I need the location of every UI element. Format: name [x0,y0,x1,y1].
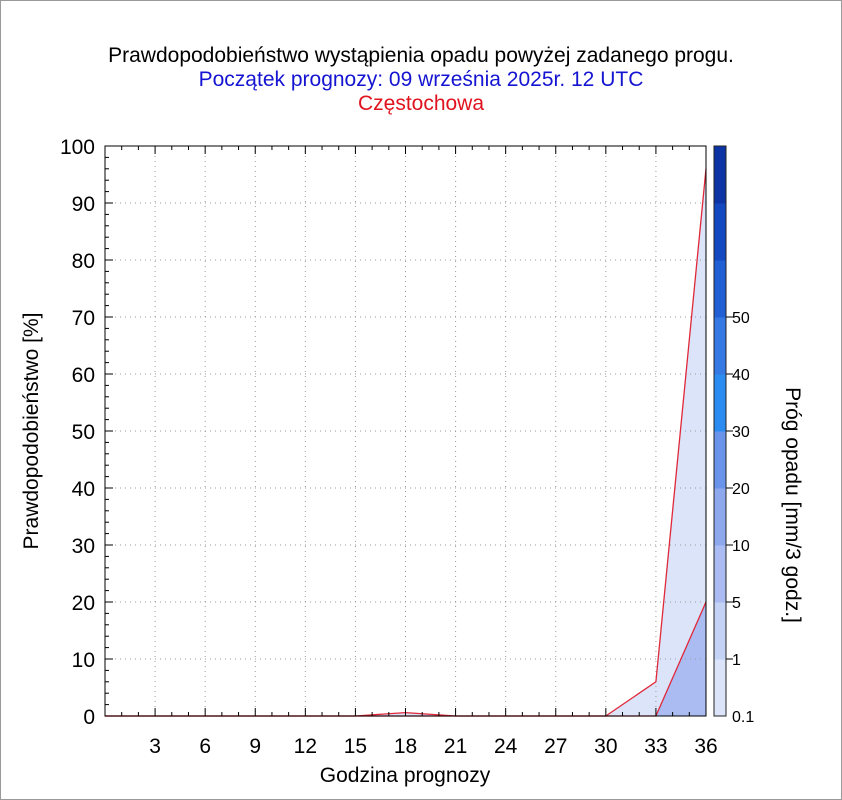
y-tick-label: 40 [72,478,95,501]
series-lines-layer [105,168,707,717]
colorbar-band [714,260,726,318]
colorbar-band [714,602,726,660]
y-tick-label: 70 [72,307,95,330]
colorbar-band [714,488,726,546]
grid-layer [105,146,706,716]
colorbar-band [714,431,726,489]
y-tick-label: 20 [72,592,95,615]
y-tick-label: 80 [72,250,95,273]
x-tick-label: 36 [694,735,717,758]
colorbar-tick-label: 5 [732,595,741,612]
x-tick-label: 6 [199,735,211,758]
y-axis-label: Prawdopodobieństwo [%] [20,313,43,550]
colorbar-band [714,374,726,432]
y-tick-label: 60 [72,364,95,387]
chart-location: Częstochowa [357,92,485,115]
y-tick-label: 30 [72,535,95,558]
colorbar-band [714,659,726,717]
colorbar-tick-label: 0.1 [732,709,754,726]
x-tick-label: 24 [494,735,518,758]
y-tick-label: 90 [72,193,95,216]
colorbar-tick-label: 40 [732,367,750,384]
chart-title: Prawdopodobieństwo wystąpienia opadu pow… [108,44,734,67]
chart-subtitle: Początek prognozy: 09 września 2025r. 12… [198,68,644,91]
x-tick-label: 33 [644,735,667,758]
y-tick-label: 0 [83,706,95,729]
x-tick-label: 30 [594,735,617,758]
x-tick-label: 18 [394,735,417,758]
colorbar-tick-label: 20 [732,481,750,498]
colorbar-band [714,317,726,375]
x-tick-label: 9 [249,735,261,758]
colorbar-label: Próg opadu [mm/3 godz.] [781,387,804,623]
area-layer [105,168,706,717]
line-series-0 [105,168,707,717]
colorbar-tick-label: 1 [732,652,741,669]
area-series-0 [105,168,706,717]
x-tick-label: 27 [544,735,567,758]
colorbar-tick-label: 30 [732,424,750,441]
colorbar-tick-label: 10 [732,538,750,555]
x-tick-label: 21 [444,735,467,758]
colorbar: 0.1 1 5 10 20 30 40 50 [713,145,754,726]
colorbar-band [714,545,726,603]
colorbar-tick-label: 50 [732,310,750,327]
y-tick-label: 10 [72,649,95,672]
colorbar-band [714,146,726,204]
x-tick-label: 3 [149,735,161,758]
y-tick-label: 50 [72,421,95,444]
y-tick-label: 100 [60,136,95,159]
x-tick-label: 15 [344,735,367,758]
axes-layer: 3 6 9 12 15 18 21 24 27 30 33 360102030405060708090… [60,136,718,758]
x-axis-label: Godzina prognozy [320,764,491,787]
x-tick-label: 12 [294,735,317,758]
colorbar-band [714,203,726,261]
